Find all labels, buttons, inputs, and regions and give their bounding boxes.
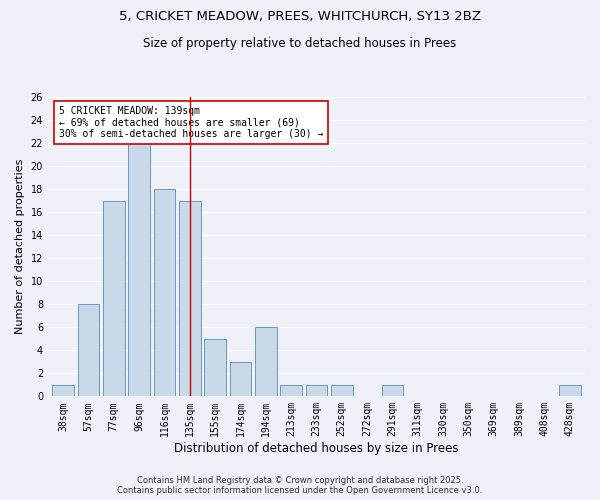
Bar: [154, 189, 175, 396]
Bar: [280, 385, 302, 396]
Bar: [77, 304, 99, 396]
Text: Size of property relative to detached houses in Prees: Size of property relative to detached ho…: [143, 38, 457, 51]
Bar: [559, 385, 581, 396]
Bar: [255, 328, 277, 396]
Bar: [331, 385, 353, 396]
Bar: [179, 200, 200, 396]
Bar: [230, 362, 251, 396]
Bar: [305, 385, 327, 396]
Bar: [382, 385, 403, 396]
Y-axis label: Number of detached properties: Number of detached properties: [15, 159, 25, 334]
Text: Contains HM Land Registry data © Crown copyright and database right 2025.
Contai: Contains HM Land Registry data © Crown c…: [118, 476, 482, 495]
Text: 5, CRICKET MEADOW, PREES, WHITCHURCH, SY13 2BZ: 5, CRICKET MEADOW, PREES, WHITCHURCH, SY…: [119, 10, 481, 23]
Bar: [103, 200, 125, 396]
Bar: [52, 385, 74, 396]
Bar: [205, 339, 226, 396]
Bar: [128, 143, 150, 397]
Text: 5 CRICKET MEADOW: 139sqm
← 69% of detached houses are smaller (69)
30% of semi-d: 5 CRICKET MEADOW: 139sqm ← 69% of detach…: [59, 106, 323, 139]
X-axis label: Distribution of detached houses by size in Prees: Distribution of detached houses by size …: [174, 442, 459, 455]
